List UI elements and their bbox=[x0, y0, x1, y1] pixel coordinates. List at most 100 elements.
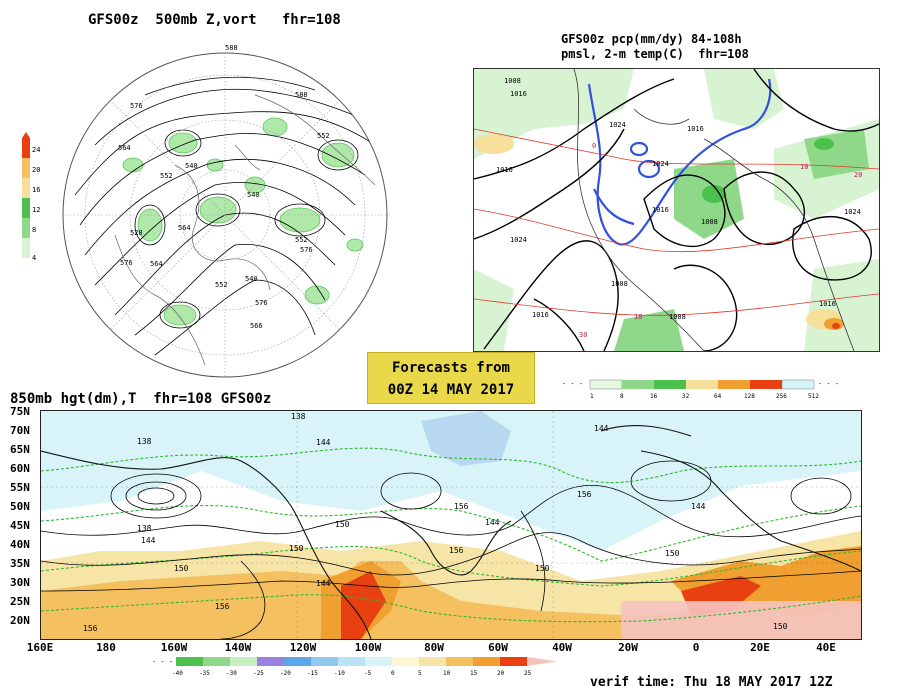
lat-label: 25N bbox=[10, 595, 30, 608]
precip-tick: 16 bbox=[650, 393, 658, 400]
hgt-label: 144 bbox=[316, 579, 331, 588]
precip-tick: 512 bbox=[808, 393, 819, 400]
hgt-label: 156 bbox=[454, 502, 469, 511]
polar-panel-title: GFS00z 500mb Z,vort fhr=108 bbox=[88, 12, 341, 28]
lat-label: 40N bbox=[10, 538, 30, 551]
polar-contour-label: 540 bbox=[185, 162, 198, 170]
vort-tick: 8 bbox=[32, 226, 36, 234]
temp-tick: -25 bbox=[253, 670, 264, 677]
na-isobar-label: 1016 bbox=[687, 125, 704, 133]
polar-contour-label: 564 bbox=[150, 260, 163, 268]
temp-tick: 25 bbox=[524, 670, 532, 677]
precip-tick: 32 bbox=[682, 393, 690, 400]
hgt-label: 144 bbox=[691, 502, 706, 511]
lon-label: 40E bbox=[816, 641, 836, 654]
hgt-label: 156 bbox=[449, 546, 464, 555]
temp-tick: -15 bbox=[307, 670, 318, 677]
hgt-label: 156 bbox=[83, 624, 98, 633]
na-isobar-label: 1024 bbox=[510, 236, 527, 244]
lon-label: 140W bbox=[224, 641, 252, 654]
hgt-label: 150 bbox=[174, 564, 189, 573]
polar-contour-label: 528 bbox=[130, 229, 143, 237]
bottom-panel-title: 850mb hgt(dm),T fhr=108 GFS00z bbox=[10, 391, 272, 407]
svg-text:- - -: - - - bbox=[152, 658, 173, 666]
vort-tick: 4 bbox=[32, 254, 36, 262]
hgt-label: 150 bbox=[773, 622, 788, 631]
polar-contour-label: 566 bbox=[250, 322, 263, 330]
temperature-colorbar: - - - -40 -35 -30 -25 -20 -15 -10 -5 0 5… bbox=[152, 657, 557, 677]
banner-line-2: 00Z 14 MAY 2017 bbox=[387, 382, 515, 398]
polar-contour-label: 576 bbox=[255, 299, 268, 307]
lon-label: 80W bbox=[424, 641, 444, 654]
polar-contour-label: 576 bbox=[300, 246, 313, 254]
vort-tick: 20 bbox=[32, 166, 40, 174]
hgt-label: 144 bbox=[594, 424, 609, 433]
na-isobar-label: 1024 bbox=[844, 208, 861, 216]
hgt-label: 150 bbox=[665, 549, 680, 558]
polar-contour-label: 588 bbox=[225, 44, 238, 52]
lon-label: 160W bbox=[160, 641, 188, 654]
na-isotherm-label: 10 bbox=[634, 313, 642, 321]
svg-text:- - -: - - - bbox=[818, 380, 839, 388]
temp-tick: -35 bbox=[199, 670, 210, 677]
temp-tick: 10 bbox=[443, 670, 451, 677]
polar-contour-label: 576 bbox=[120, 259, 133, 267]
lon-label: 160E bbox=[26, 641, 54, 654]
lat-label: 50N bbox=[10, 500, 30, 513]
hgt-label: 150 bbox=[335, 520, 350, 529]
polar-contour-label: 564 bbox=[118, 144, 131, 152]
polar-contour-label: 540 bbox=[245, 275, 258, 283]
na-isobar-label: 1008 bbox=[611, 280, 628, 288]
temp-tick: -30 bbox=[226, 670, 237, 677]
vort-tick: 12 bbox=[32, 206, 40, 214]
na-isobar-label: 1016 bbox=[496, 166, 513, 174]
svg-text:- - -: - - - bbox=[562, 380, 583, 388]
temp-tick: -40 bbox=[172, 670, 183, 677]
hgt-label: 138 bbox=[137, 437, 152, 446]
hgt-label: 138 bbox=[137, 524, 152, 533]
na-isotherm-label: 0 bbox=[592, 142, 596, 150]
hgt-label: 138 bbox=[291, 412, 306, 421]
forecast-banner: Forecasts from 00Z 14 MAY 2017 bbox=[367, 352, 535, 404]
lon-label: 60W bbox=[488, 641, 508, 654]
temp-tick: 5 bbox=[418, 670, 422, 677]
precip-colorbar: - - - - - - 1 8 16 32 64 128 256 512 bbox=[562, 379, 839, 400]
hgt-label: 144 bbox=[316, 438, 331, 447]
banner-line-1: Forecasts from bbox=[391, 360, 510, 376]
temp-tick: -5 bbox=[364, 670, 372, 677]
temp-tick: -20 bbox=[280, 670, 291, 677]
lon-label: 0 bbox=[692, 641, 700, 654]
na-isobar-label: 1024 bbox=[652, 160, 669, 168]
precip-tick: 1 bbox=[590, 393, 594, 400]
polar-contour-label: 552 bbox=[215, 281, 228, 289]
lat-label: 20N bbox=[10, 614, 30, 627]
na-isobar-label: 1016 bbox=[510, 90, 527, 98]
na-isotherm-label: 20 bbox=[854, 171, 862, 179]
verif-time: verif time: Thu 18 MAY 2017 12Z bbox=[590, 675, 833, 690]
na-isobar-label: 1016 bbox=[532, 311, 549, 319]
lat-label: 65N bbox=[10, 443, 30, 456]
precip-tick: 8 bbox=[620, 393, 624, 400]
hgt-label: 150 bbox=[535, 564, 550, 573]
vort-tick: 16 bbox=[32, 186, 40, 194]
precip-tick: 128 bbox=[744, 393, 755, 400]
polar-contour-label: 576 bbox=[130, 102, 143, 110]
lat-label: 30N bbox=[10, 576, 30, 589]
vorticity-colorbar: 24 20 16 12 8 4 bbox=[22, 132, 40, 262]
lat-label: 35N bbox=[10, 557, 30, 570]
temp-tick: -10 bbox=[334, 670, 345, 677]
na-isobar-label: 1024 bbox=[609, 121, 626, 129]
hgt-label: 156 bbox=[577, 490, 592, 499]
temp-tick: 0 bbox=[391, 670, 395, 677]
lon-label: 20E bbox=[750, 641, 770, 654]
na-isotherm-label: 30 bbox=[579, 331, 587, 339]
na-isobar-label: 1008 bbox=[504, 77, 521, 85]
polar-contour-label: 552 bbox=[160, 172, 173, 180]
na-isobar-label: 1008 bbox=[701, 218, 718, 226]
hgt-label: 150 bbox=[289, 544, 304, 553]
lat-label: 75N bbox=[10, 405, 30, 418]
lon-label: 120W bbox=[289, 641, 317, 654]
lon-label: 20W bbox=[618, 641, 638, 654]
precip-tick: 256 bbox=[776, 393, 787, 400]
na-isobar-label: 1008 bbox=[669, 313, 686, 321]
